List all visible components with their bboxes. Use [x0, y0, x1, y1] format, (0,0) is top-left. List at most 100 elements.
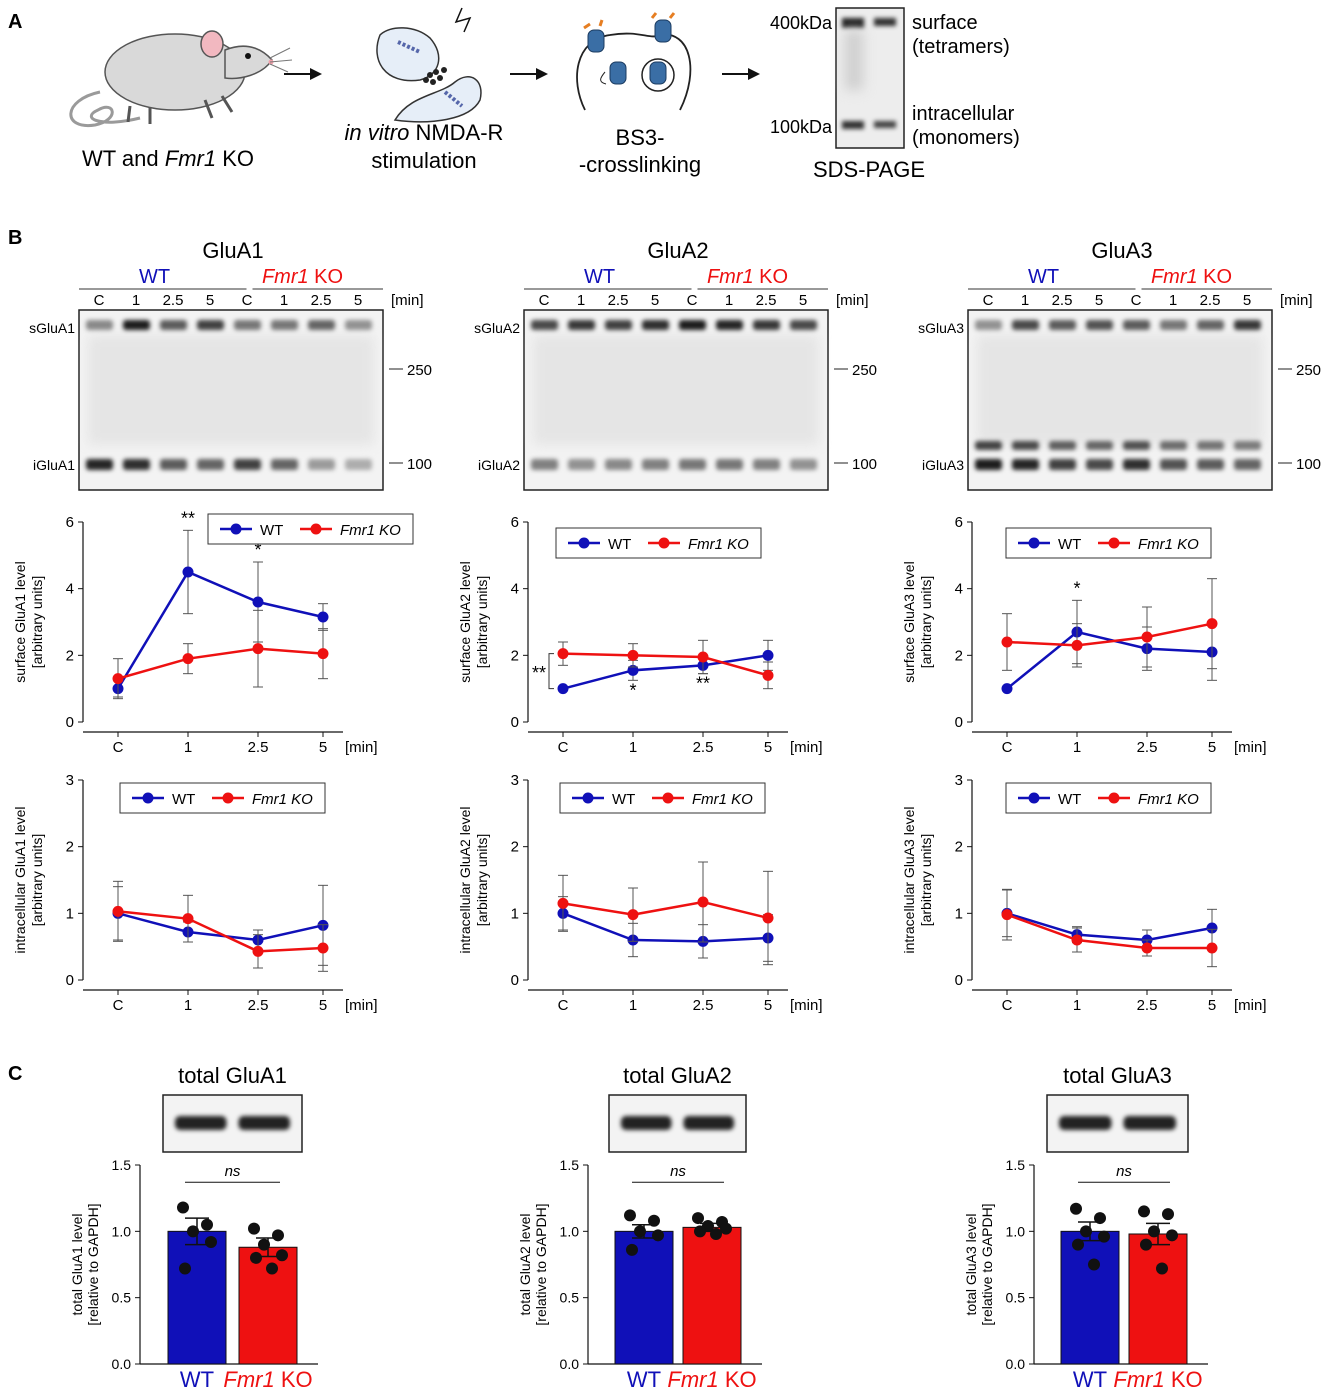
- y-tick-label: 0: [955, 972, 963, 989]
- data-point: [1206, 942, 1218, 954]
- lane-label: 2.5: [163, 292, 184, 309]
- x-tick-label: C: [1002, 739, 1013, 756]
- x-tick-label: C: [558, 997, 569, 1014]
- individual-point: [201, 1218, 213, 1231]
- individual-point: [258, 1238, 270, 1251]
- surface-band: [568, 320, 595, 330]
- intracellular-upper-band: [1160, 441, 1187, 450]
- y-tick-label: 3: [511, 772, 519, 789]
- step2-caption-line2: stimulation: [371, 148, 476, 173]
- surface-band: [753, 320, 780, 330]
- intracellular-band: [605, 459, 632, 470]
- intracellular-upper-band: [1123, 441, 1150, 450]
- significance-star: *: [254, 540, 261, 560]
- y-tick-label: 2: [955, 647, 963, 664]
- surface-band-label: sGluA3: [918, 320, 964, 336]
- panel-a: WT and Fmr1 KO in vitro NMDA-R stimulati…: [69, 7, 1020, 182]
- ns-label: ns: [225, 1163, 241, 1180]
- series-line: [562, 654, 769, 690]
- marker-250: 250: [852, 362, 877, 379]
- series-ko: [1001, 578, 1218, 671]
- y-tick-label: 2: [511, 839, 519, 856]
- individual-point: [1148, 1225, 1160, 1238]
- blot-3: GluA3 WT Fmr1 KO C 1 2.5 5 C 1 2.5 5 [min] sGluA3 iGl…: [918, 238, 1321, 491]
- individual-point: [652, 1229, 664, 1242]
- surface-band: [345, 320, 372, 330]
- y-tick-label: 3: [66, 772, 74, 789]
- series-line: [562, 912, 769, 943]
- surface-band: [1234, 320, 1261, 330]
- crosslink-icon: [576, 12, 692, 111]
- intracellular-band: [123, 459, 150, 470]
- individual-point: [266, 1262, 278, 1275]
- blot-title: GluA1: [202, 238, 263, 263]
- intracellular-band: [716, 459, 743, 470]
- intracellular-band: [1049, 459, 1076, 470]
- y-axis-label: surface GluA3 level: [901, 561, 917, 682]
- blot-title: GluA3: [1091, 238, 1152, 263]
- legend: WT Fmr1 KO: [207, 513, 414, 545]
- step3-caption-line2: -crosslinking: [579, 152, 701, 177]
- data-point: [1141, 942, 1153, 954]
- step2-caption-line1: in vitro NMDA-R: [345, 120, 504, 145]
- data-point: [762, 912, 774, 924]
- intracellular-band: [1012, 459, 1039, 470]
- individual-point: [1080, 1225, 1092, 1238]
- y-tick-label: 0.0: [560, 1356, 580, 1372]
- blot-smear: [533, 335, 819, 445]
- ns-label: ns: [670, 1163, 686, 1180]
- significance-bracket: [548, 653, 554, 690]
- x-axis-label: [min]: [1234, 997, 1267, 1014]
- x-label-wt: WT: [1073, 1367, 1107, 1392]
- x-label-ko-gene: Fmr1: [223, 1367, 274, 1392]
- data-point: [1001, 683, 1013, 695]
- panel-letter-b: B: [8, 227, 22, 249]
- data-point: [317, 611, 329, 623]
- series-ko: [557, 639, 774, 690]
- lane-label: 2.5: [756, 292, 777, 309]
- bar-ko: [1128, 1233, 1188, 1365]
- lane-label: C: [1131, 292, 1142, 309]
- intracellular-upper-band: [1197, 441, 1224, 450]
- surface-band: [790, 320, 817, 330]
- individual-point: [272, 1229, 284, 1242]
- group-label-ko: Fmr1 KO: [1151, 266, 1232, 288]
- x-tick-label: 2.5: [248, 997, 269, 1014]
- data-point: [1071, 934, 1083, 946]
- y-axis-label: surface GluA2 level: [457, 561, 473, 682]
- data-point: [557, 683, 569, 695]
- ko-suffix: KO: [1198, 266, 1232, 288]
- y-tick-label: 0.5: [560, 1290, 580, 1306]
- y-axis-units: [relative to GAPDH]: [85, 1203, 101, 1325]
- blot-1: GluA1 WT Fmr1 KO C 1 2.5 5 C 1 2.5 5 [min] sGluA1 iGl…: [29, 238, 432, 491]
- individual-point: [1098, 1230, 1110, 1243]
- x-axis-label: [min]: [345, 739, 378, 756]
- sds-page-title: SDS-PAGE: [813, 157, 925, 182]
- intracellular-band: [790, 459, 817, 470]
- lane-label: 1: [1169, 292, 1177, 309]
- data-point: [182, 653, 194, 665]
- intracellular-upper-band: [1086, 441, 1113, 450]
- total-band-wt: [175, 1116, 227, 1130]
- x-label-ko-suffix: KO: [275, 1367, 313, 1392]
- blot-smear: [977, 335, 1263, 445]
- bar-wt: [167, 1230, 227, 1365]
- lane-label: 1: [1021, 292, 1029, 309]
- surface-band: [531, 320, 558, 330]
- individual-point: [692, 1212, 704, 1225]
- y-axis-units: [arbitrary units]: [474, 576, 490, 669]
- series-line: [1006, 622, 1213, 647]
- lane-label: 2.5: [1052, 292, 1073, 309]
- surface-band: [86, 320, 113, 330]
- intracellular-band: [1160, 459, 1187, 470]
- series-ko: [112, 609, 329, 700]
- y-tick-label: 1: [955, 905, 963, 922]
- legend-marker-wt: [230, 523, 242, 535]
- individual-point: [1094, 1212, 1106, 1225]
- y-tick-label: 1.5: [1006, 1157, 1026, 1173]
- label-tetramers: (tetramers): [912, 36, 1010, 58]
- x-tick-label: 1: [629, 739, 637, 756]
- y-tick-label: 1.0: [1006, 1223, 1026, 1239]
- individual-point: [1070, 1202, 1082, 1215]
